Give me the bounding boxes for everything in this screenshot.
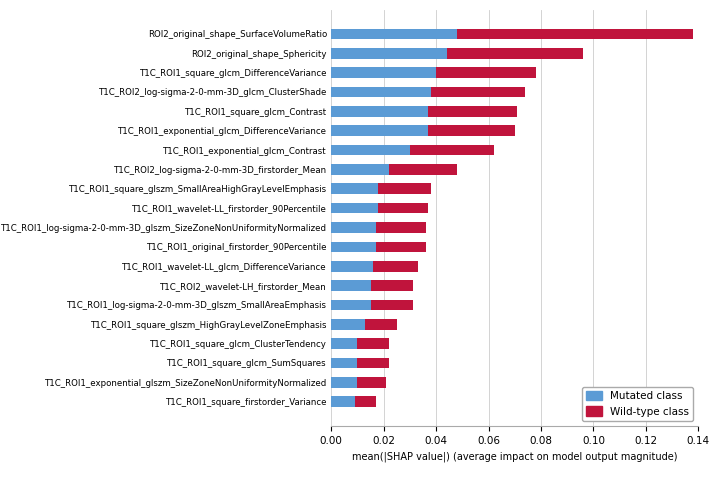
Bar xyxy=(331,164,389,175)
Bar xyxy=(331,29,457,39)
Bar xyxy=(428,106,518,117)
Bar xyxy=(331,280,371,291)
Bar xyxy=(428,125,515,136)
Bar xyxy=(331,222,376,233)
Bar xyxy=(373,261,418,272)
Bar xyxy=(331,358,357,368)
Bar xyxy=(389,164,457,175)
Bar xyxy=(331,145,410,155)
Bar xyxy=(457,29,693,39)
Bar xyxy=(371,280,413,291)
Bar xyxy=(331,319,365,330)
Bar xyxy=(331,67,436,78)
Bar xyxy=(331,396,355,407)
Legend: Mutated class, Wild-type class: Mutated class, Wild-type class xyxy=(582,387,693,421)
Bar xyxy=(357,358,389,368)
Bar xyxy=(365,319,397,330)
Bar xyxy=(355,396,376,407)
Bar xyxy=(331,203,379,213)
Bar xyxy=(379,203,428,213)
Bar xyxy=(431,87,526,97)
Bar xyxy=(331,48,446,59)
Bar xyxy=(331,106,428,117)
Bar xyxy=(446,48,583,59)
Bar xyxy=(331,261,373,272)
Bar xyxy=(376,222,426,233)
Bar xyxy=(331,338,357,349)
Bar xyxy=(357,338,389,349)
Bar xyxy=(331,242,376,252)
Bar xyxy=(331,300,371,310)
Bar xyxy=(376,242,426,252)
Bar xyxy=(331,183,379,194)
X-axis label: mean(|SHAP value|) (average impact on model output magnitude): mean(|SHAP value|) (average impact on mo… xyxy=(352,451,678,462)
Bar xyxy=(357,377,387,388)
Bar xyxy=(379,183,431,194)
Bar xyxy=(371,300,413,310)
Bar xyxy=(331,125,428,136)
Bar xyxy=(331,87,431,97)
Bar xyxy=(436,67,536,78)
Bar xyxy=(410,145,494,155)
Bar xyxy=(331,377,357,388)
